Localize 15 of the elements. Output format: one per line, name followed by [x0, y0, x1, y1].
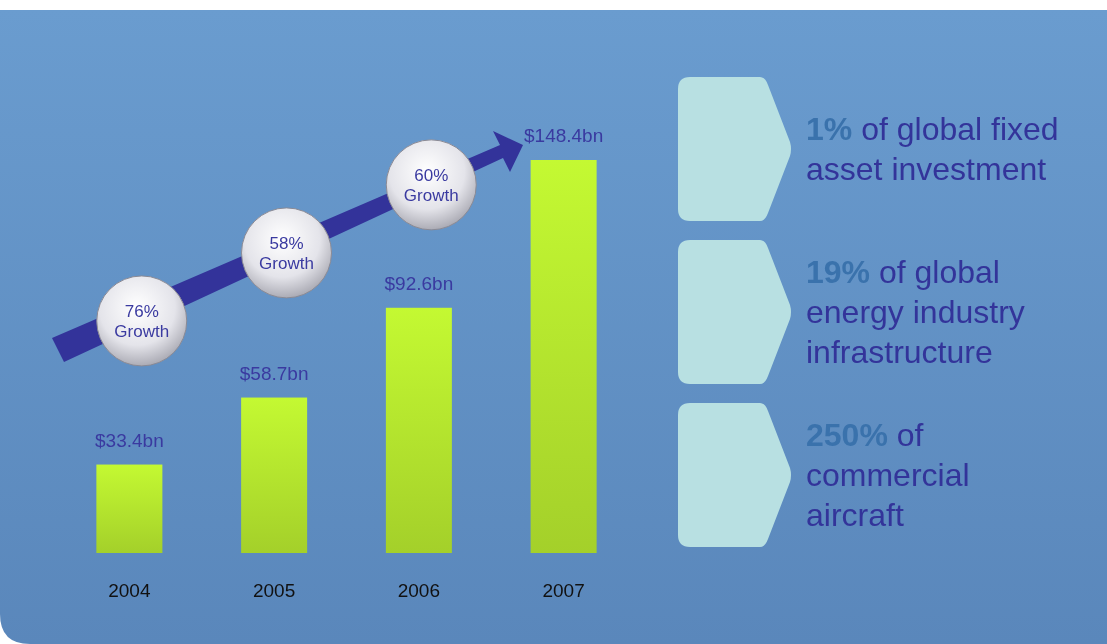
annotation: 58% Growth	[259, 233, 314, 273]
bar	[96, 464, 163, 553]
data-label: $58.7bn	[239, 362, 309, 384]
data-label: $148.4bn	[524, 125, 604, 146]
data-label: $33.4bn	[95, 429, 164, 451]
x-tick-label: 2006	[397, 580, 441, 601]
data-label: $92.6bn	[384, 272, 454, 294]
bar	[385, 307, 452, 553]
x-tick-label: 2005	[252, 580, 296, 601]
x-tick-label: 2007	[542, 580, 585, 601]
bar	[241, 397, 308, 553]
annotation: 76% Growth	[114, 301, 170, 341]
x-tick-label: 2004	[108, 580, 151, 601]
annotation: 60% Growth	[403, 165, 459, 205]
bar	[530, 160, 597, 553]
